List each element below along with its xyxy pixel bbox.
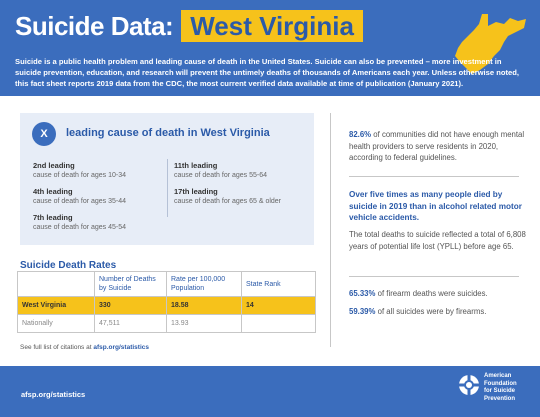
org-name-line: for Suicide [484,388,516,394]
west-virginia-map-icon [455,14,526,74]
death-rates-title: Suicide Death Rates [20,260,117,271]
afsp-logo-icon [459,375,479,395]
leading-cause-panel: X leading cause of death in West Virgini… [20,113,314,245]
citation-text: See full list of citations at [20,344,92,351]
org-name-line: American [484,373,512,379]
table-header-cell [17,271,95,297]
stat-firearm-deaths: 65.33% of firearm deaths were suicides. [349,288,527,300]
afsp-org-name: American Foundation for Suicide Preventi… [484,373,517,403]
rank-description: cause of death for ages 35-44 [33,198,127,205]
rank-description: cause of death for ages 45-54 [33,224,127,231]
header-banner: Suicide Data: West Virginia Suicide is a… [0,0,540,96]
rank-item: 11th leading cause of death for ages 55-… [174,161,267,181]
page-title: Suicide Data: West Virginia [15,10,363,42]
rank-label: 2nd leading [33,161,75,170]
table-cell: 13.93 [166,314,242,333]
stat-value: 59.39% [349,307,376,316]
stat-text: of communities did not have enough menta… [349,130,525,162]
leading-rank-badge: X [32,122,56,146]
org-name-line: Foundation [484,380,517,387]
section-divider [349,276,519,277]
table-cell: Nationally [17,314,95,333]
death-rates-table: Number of Deaths by Suicide Rate per 100… [17,271,316,333]
rank-description: cause of death for ages 10-34 [33,172,127,179]
stat-text: of firearm deaths were suicides. [377,289,488,298]
table-cell: 330 [94,296,167,315]
table-cell: 47,511 [94,314,167,333]
table-cell [241,314,316,333]
footer-url-link[interactable]: afsp.org/statistics [21,390,86,399]
stat-value: 65.33% [349,289,376,298]
stat-provider-shortage: 82.6% of communities did not have enough… [349,129,527,164]
rank-item: 7th leading cause of death for ages 45-5… [33,213,126,233]
table-header-cell: Number of Deaths by Suicide [94,271,167,297]
rank-label: 17th leading [174,187,218,196]
citation-note: See full list of citations at afsp.org/s… [20,344,149,351]
leading-cause-title: leading cause of death in West Virginia [66,127,270,139]
org-name-line: Prevention [484,395,516,402]
panel-divider [167,159,168,217]
citation-link[interactable]: afsp.org/statistics [93,344,149,351]
table-header-cell: Rate per 100,000 Population [166,271,242,297]
rank-description: cause of death for ages 65 & older [174,198,282,205]
rank-item: 4th leading cause of death for ages 35-4… [33,187,126,207]
title-text: Suicide Data: [15,10,174,41]
footer-banner: afsp.org/statistics American Foundation … [0,366,540,417]
stat-value: 82.6% [349,130,372,139]
table-cell: 18.58 [166,296,242,315]
state-name-badge: West Virginia [181,10,363,42]
table-header-cell: State Rank [241,271,316,297]
rank-item: 2nd leading cause of death for ages 10-3… [33,161,126,181]
rank-description: cause of death for ages 55-64 [174,172,268,179]
stat-firearm-suicides: 59.39% of all suicides were by firearms. [349,306,527,318]
rank-label: 4th leading [33,187,73,196]
table-row: Nationally 47,511 13.93 [17,314,316,333]
table-cell: West Virginia [17,296,95,315]
table-header-row: Number of Deaths by Suicide Rate per 100… [17,271,316,297]
rank-item: 17th leading cause of death for ages 65 … [174,187,281,207]
section-divider [349,176,519,177]
table-row: West Virginia 330 18.58 14 [17,296,316,315]
rank-label: 11th leading [174,161,218,170]
rank-label: 7th leading [33,213,73,222]
table-cell: 14 [241,296,316,315]
callout-text: Over five times as many people died by s… [349,190,522,222]
intro-text: Suicide is a public health problem and l… [15,57,519,88]
ypll-text: The total deaths to suicide reflected a … [349,230,526,251]
column-divider [330,113,331,347]
stat-text: of all suicides were by firearms. [377,307,487,316]
